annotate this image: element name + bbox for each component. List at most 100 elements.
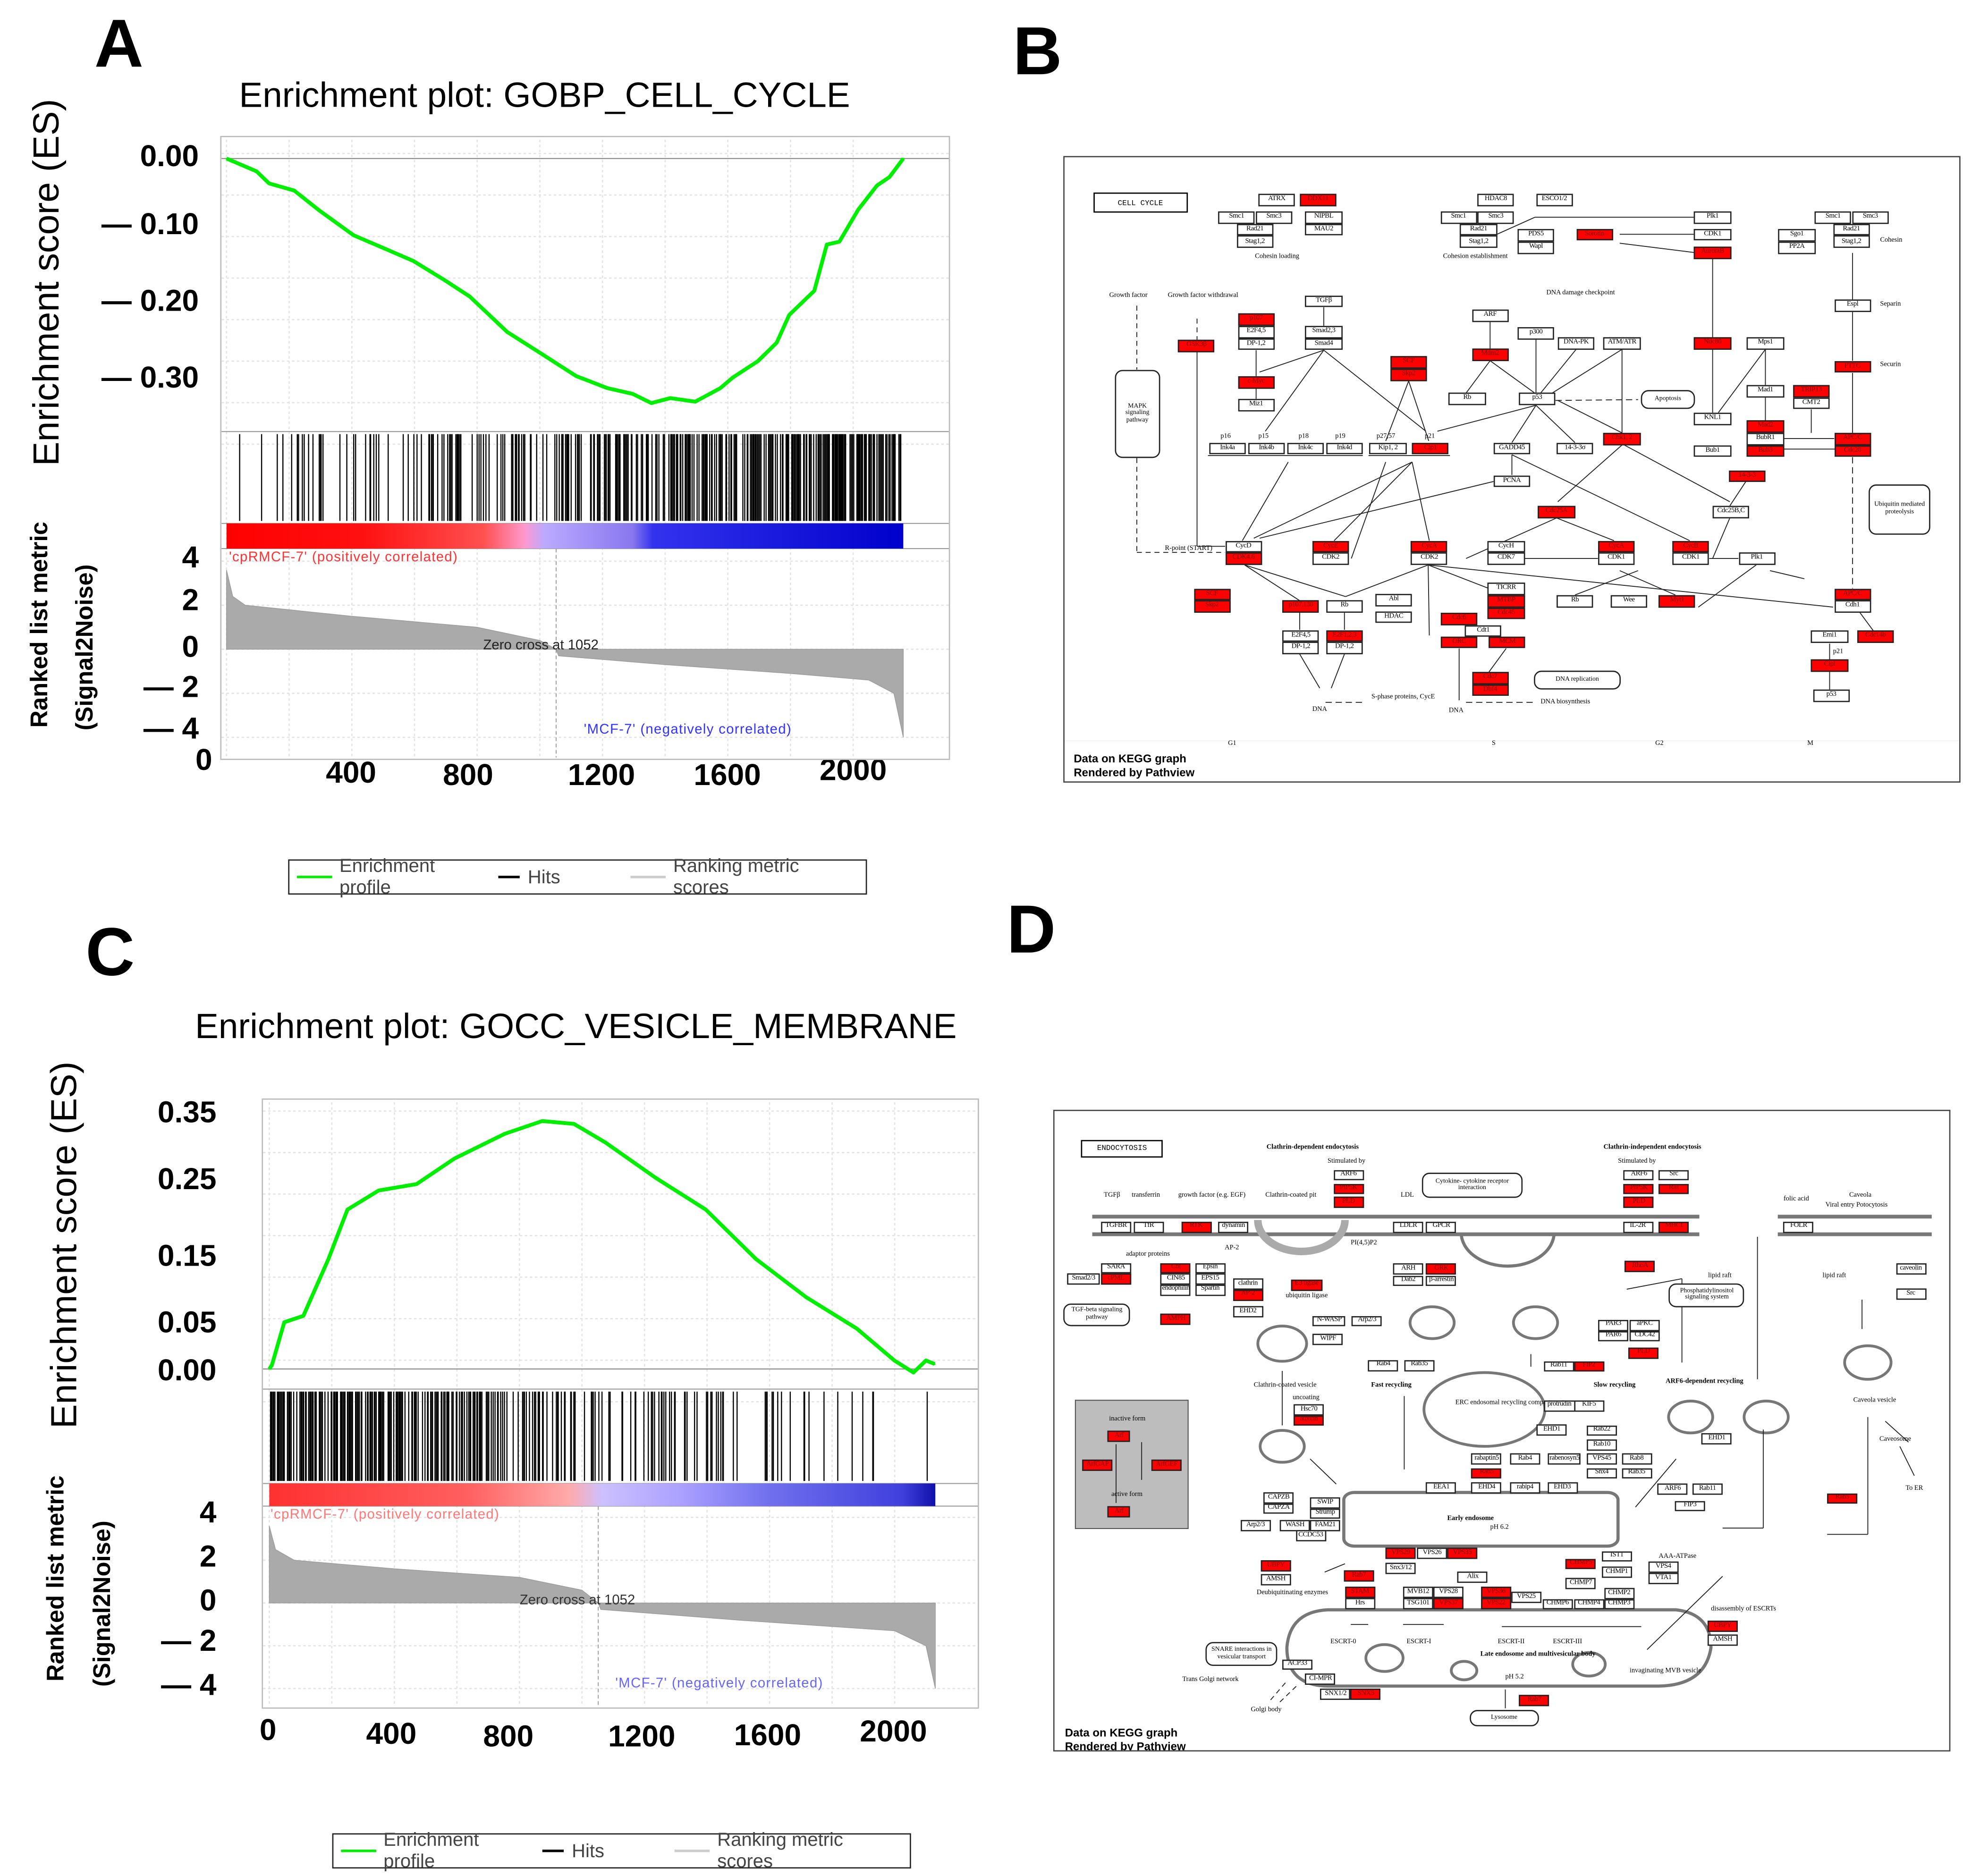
es-point [856,1327,858,1330]
es-point [412,260,414,262]
edge [1265,350,1324,431]
edge [1627,1279,1682,1289]
gene-node: ATM/ATR [1603,337,1641,350]
gene-node: Smc1 [1814,211,1852,224]
gene-node-highlighted: TRIP13 [1793,385,1830,397]
diagram-annotation: Slow recycling [1593,1381,1636,1389]
late-endosome-mvb [1287,1610,1711,1686]
edge [1345,565,1428,597]
es-point [542,1120,543,1122]
vesicle [1668,1401,1713,1433]
edge [1497,217,1535,234]
gene-node: SARA [1101,1262,1131,1274]
gene-node-highlighted: AP-2 [1233,1289,1263,1301]
edge [1270,1681,1286,1700]
diagram-annotation: ESCRT-III [1553,1638,1582,1646]
gene-node: DP-1,2 [1326,642,1363,654]
edge [1698,565,1756,607]
diagram-annotation: ubiquitin ligase [1286,1292,1328,1300]
gene-node: Cdc25B,C [1712,506,1750,518]
gene-node: Rab35 [1404,1360,1435,1371]
gene-node: PCNA [1493,475,1531,487]
kegg-cell-cycle-diagram: CELL CYCLE MAPK signaling pathway Apoptosi… [1063,156,1961,783]
gene-node: CI-MPR [1305,1673,1336,1685]
edge [1552,349,1622,393]
gene-node-highlighted: PLD [1624,1197,1654,1208]
gene-node-highlighted: E3 ligase [1291,1279,1322,1291]
diagram-annotation: folic acid [1783,1195,1809,1203]
linked-pathway: SNARE interactions in vesicular transpor… [1205,1642,1278,1666]
x-tick-label: 1200 [567,759,635,793]
gene-node-highlighted: Rab5 [1472,1468,1502,1479]
gene-node: PAR6 [1598,1330,1629,1342]
diagram-annotation: AP-2 [1225,1244,1239,1252]
gene-node-highlighted: Arf [1108,1431,1130,1442]
gsea-chart-c [263,1102,978,1707]
es-point [381,246,383,248]
gene-node-highlighted: Cdc6 [1440,613,1478,625]
es-point [293,190,295,192]
gene-node: IST1 [1601,1551,1632,1562]
gene-node: Rad21 [1460,223,1497,236]
gene-node: FIP3 [1675,1501,1705,1512]
diagram-annotation: Clathrin-coated pit [1265,1191,1317,1199]
es-point [318,210,320,211]
es-point [654,1177,656,1179]
gene-node: Alix [1457,1572,1488,1583]
es-point [934,1363,936,1365]
gene-node: HDAC8 [1477,194,1515,206]
diagram-annotation: uncoating [1293,1394,1320,1402]
gene-node: PP2A [1778,241,1816,254]
gene-node-highlighted: AMPH [1160,1314,1191,1325]
gene-node: Sgo1 [1778,229,1816,242]
y-tick-label: — 0.30 [101,361,199,395]
gene-node: TGFBR [1101,1221,1131,1233]
diagram-annotation: PI(4,5)P2 [1351,1240,1377,1248]
gene-node: Smc3 [1477,211,1515,224]
es-point [506,331,508,333]
es-point [925,1360,927,1361]
es-point [719,387,721,389]
gene-node: Hrs [1345,1598,1375,1609]
legend-c: Enrichment profile Hits Ranking metric s… [332,1829,911,1872]
diagram-annotation: Growth factor withdrawal [1168,292,1238,300]
diagram-annotation: Cohesion establishment [1443,253,1508,261]
gene-node-highlighted: Rab7 [1344,1570,1374,1581]
y-tick-label: — 0.10 [101,207,199,242]
plot-area-c: 'cpRMCF-7' (positively correlated) Zero … [262,1098,979,1709]
gene-node-highlighted: Ndc80 [1694,337,1731,350]
diagram-annotation: G1 [1228,740,1236,748]
zero-cross-label-a: Zero cross at 1052 [483,638,599,653]
es-point [732,377,734,379]
gene-node: aPKC [1629,1319,1660,1331]
es-point [893,1360,896,1361]
y-axis-label-a: Enrichment score (ES) [27,99,68,466]
es-point [888,176,890,178]
diagram-annotation: DNA biosynthesis [1540,698,1591,706]
es-point [826,244,828,245]
edge [1428,565,1489,589]
gene-node: EHD1 [1536,1424,1567,1436]
legend-profile-swatch [341,1850,376,1852]
gene-node: Smc1 [1218,211,1255,224]
diagram-annotation: Caveola [1849,1191,1872,1199]
gene-node-highlighted: CDK4,6 [1225,553,1262,565]
es-point [604,1141,606,1143]
gene-node: AMSH [1261,1574,1291,1586]
gene-node: E2F4,5 [1237,326,1275,338]
gene-node: protrudin [1543,1400,1575,1411]
gene-node: VTA1 [1648,1572,1679,1584]
edge [1409,381,1429,441]
x-tick-label: 1200 [608,1720,676,1754]
gene-node: LDLR [1393,1221,1423,1233]
es-point [538,351,540,353]
edge [1859,611,1873,631]
gene-node-highlighted: CHMP5 [1565,1558,1596,1570]
gene-node-highlighted: 14-3-3 [1728,470,1766,482]
es-point [813,290,815,292]
edge [1536,406,1575,443]
vesicle [1410,1307,1455,1338]
gene-node-highlighted: Cdc25A [1538,506,1575,518]
edge [1466,518,1557,558]
